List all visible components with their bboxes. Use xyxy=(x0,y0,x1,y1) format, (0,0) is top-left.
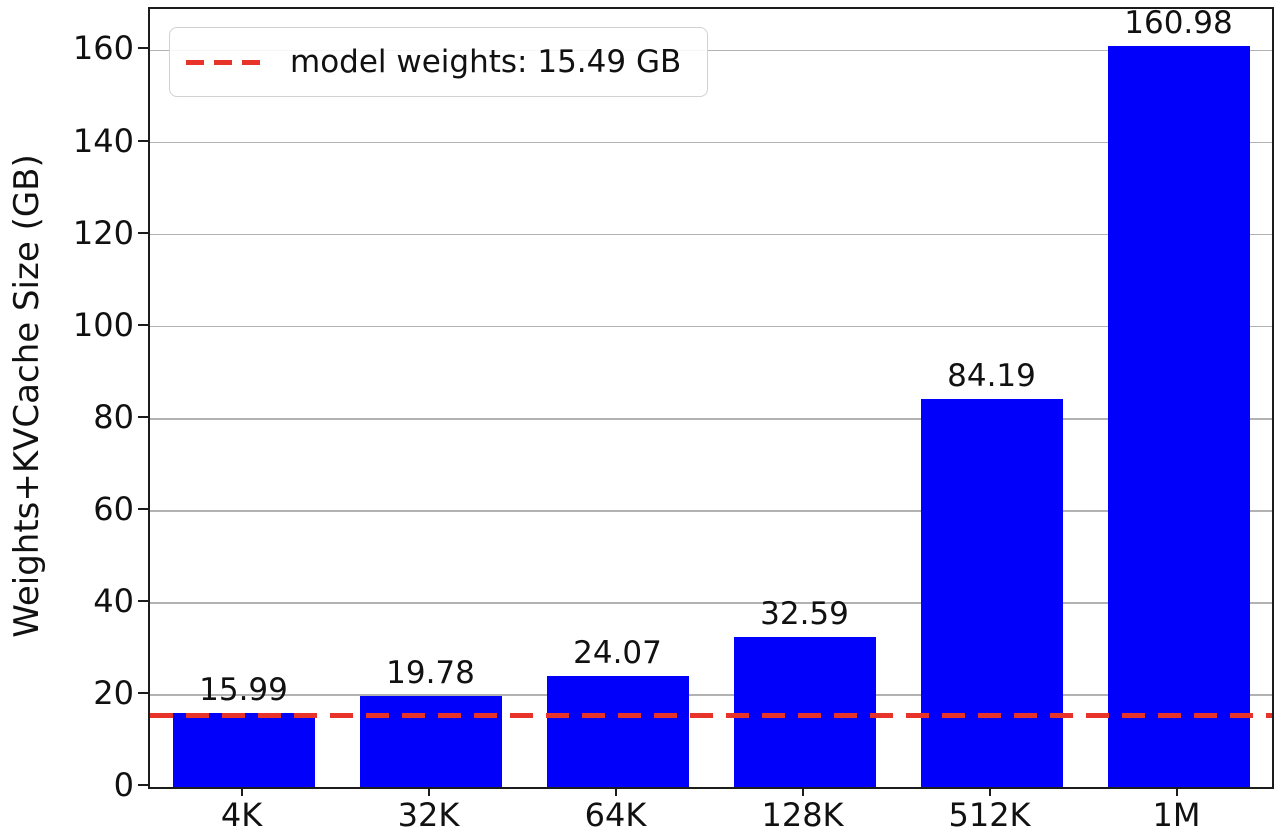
x-tick-mark xyxy=(240,787,243,796)
x-tick-label: 512K xyxy=(948,796,1031,834)
bar-value-label: 24.07 xyxy=(573,635,662,672)
x-tick-mark xyxy=(427,787,430,796)
gridline xyxy=(150,510,1272,512)
bar-32K xyxy=(359,695,502,787)
y-tick-label: 60 xyxy=(93,489,134,528)
x-tick-label: 128K xyxy=(761,796,844,834)
gridline xyxy=(150,602,1272,604)
bar-64K xyxy=(546,676,689,787)
bar-value-label: 160.98 xyxy=(1124,4,1233,41)
x-tick-label: 64K xyxy=(584,796,647,834)
y-tick-mark xyxy=(138,784,148,786)
gridline xyxy=(150,49,1272,52)
y-tick-label: 140 xyxy=(72,121,134,160)
y-tick-label: 100 xyxy=(72,305,134,344)
legend: model weights: 15.49 GB xyxy=(169,27,709,97)
y-tick-label: 80 xyxy=(93,397,134,436)
reference-line xyxy=(150,713,1272,719)
gridline xyxy=(150,417,1272,420)
gridline xyxy=(150,141,1272,144)
y-tick-label: 20 xyxy=(93,673,134,712)
x-tick-mark xyxy=(1175,787,1178,796)
legend-label: model weights: 15.49 GB xyxy=(290,44,682,80)
x-tick-mark xyxy=(988,787,991,796)
bar-512K xyxy=(920,399,1063,787)
dashed-line-legend-swatch xyxy=(186,59,260,65)
y-tick-mark xyxy=(138,231,148,234)
y-tick-mark xyxy=(138,415,148,418)
y-tick-mark xyxy=(138,139,148,142)
bar-value-label: 84.19 xyxy=(947,358,1036,395)
x-tick-label: 1M xyxy=(1152,796,1201,834)
y-tick-mark xyxy=(138,599,148,602)
bar-value-label: 19.78 xyxy=(386,654,475,691)
bar-4K xyxy=(172,713,315,787)
y-tick-mark xyxy=(138,47,148,50)
y-tick-label: 0 xyxy=(113,766,134,804)
y-tick-label: 160 xyxy=(72,29,134,68)
y-tick-mark xyxy=(138,507,148,510)
x-tick-label: 4K xyxy=(220,796,263,834)
y-tick-label: 40 xyxy=(93,581,134,620)
bar-128K xyxy=(733,636,876,787)
bar-value-label: 15.99 xyxy=(199,672,288,709)
y-tick-label: 120 xyxy=(72,213,134,252)
x-tick-mark xyxy=(614,787,617,796)
x-tick-label: 32K xyxy=(397,796,460,834)
bars-layer: 15.99 19.78 24.07 32.59 84.19 160.98 xyxy=(150,4,1272,787)
plot-area: 15.99 19.78 24.07 32.59 84.19 160.98 model we… xyxy=(148,7,1274,789)
bar-1M xyxy=(1107,45,1250,787)
y-tick-mark xyxy=(138,323,148,326)
gridline xyxy=(150,694,1272,696)
bar-value-label: 32.59 xyxy=(760,595,849,632)
y-tick-mark xyxy=(138,691,148,694)
gridline xyxy=(150,233,1272,236)
gridline xyxy=(150,325,1272,328)
x-tick-mark xyxy=(801,787,804,796)
